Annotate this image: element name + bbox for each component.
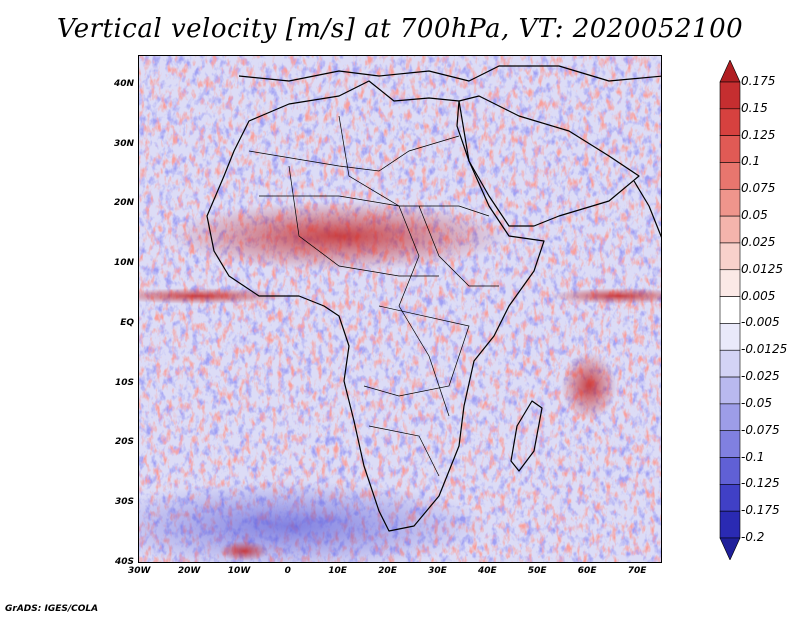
colorbar-swatch [719, 81, 741, 110]
colorbar-swatch [719, 60, 741, 83]
madagascar-coastline [510, 400, 543, 472]
colorbar-label: 0.1 [741, 154, 761, 169]
lon-tick-label: 40E [477, 566, 497, 576]
lon-tick-label: 10W [227, 566, 251, 576]
colorbar-swatch [719, 269, 741, 297]
africa-coastline [206, 80, 545, 532]
colorbar-swatch [719, 537, 741, 560]
lon-tick-label: 20E [378, 566, 397, 576]
lat-tick-label: 40N [113, 78, 134, 89]
vertical-velocity-field [139, 56, 661, 562]
colorbar-label: 0.125 [741, 127, 776, 142]
colorbar-swatch [719, 296, 741, 324]
colorbar [719, 60, 741, 560]
colorbar-swatch [719, 376, 741, 405]
colorbar-swatch [719, 510, 741, 539]
noise-field [139, 56, 661, 562]
map-panel [138, 55, 662, 563]
lon-tick-label: 50E [527, 566, 547, 576]
colorbar-swatch [719, 323, 741, 351]
colorbar-label: -0.0125 [741, 342, 788, 357]
colorbar-label: -0.075 [741, 422, 780, 437]
southern-ocean-descent [139, 481, 489, 562]
map-title: Vertical velocity [m/s] at 700hPa, VT: 2… [56, 14, 744, 44]
lat-tick-label: 30S [114, 497, 134, 508]
colorbar-label: 0.05 [741, 208, 768, 223]
colorbar-label: -0.05 [741, 395, 773, 410]
lat-tick-label: 10N [113, 258, 134, 269]
colorbar-label: -0.2 [741, 530, 765, 544]
lon-tick-label: 0 [284, 566, 291, 576]
colorbar-swatch [719, 108, 741, 136]
lat-tick-label: 20S [114, 437, 134, 448]
lat-tick-label: 20N [113, 198, 134, 209]
lon-tick-label: 10E [328, 566, 347, 576]
colorbar-label: 0.0125 [741, 261, 783, 276]
south-atlantic-front [219, 541, 269, 561]
lon-tick-label: 30E [428, 566, 447, 576]
colorbar-label: -0.175 [741, 503, 780, 518]
colorbar-label: 0.005 [741, 288, 776, 303]
colorbar-label: 0.15 [741, 100, 768, 115]
colorbar-swatch [719, 484, 741, 512]
footer-credit: GrADS: IGES/COLA [5, 604, 99, 614]
lat-tick-label: 40S [114, 557, 134, 567]
country-borders [248, 115, 499, 477]
arabia-coastline [458, 95, 640, 227]
colorbar-label: -0.125 [741, 476, 780, 491]
colorbar-swatch [719, 457, 741, 485]
cyclone-feature [561, 352, 617, 420]
lat-tick-label: EQ [120, 317, 134, 328]
lat-tick-label: 10S [114, 377, 134, 388]
colorbar-label: 0.025 [741, 234, 776, 249]
colorbar-label: 0.075 [741, 181, 776, 196]
colorbar-swatch [719, 135, 741, 163]
lon-tick-label: 30W [128, 566, 151, 576]
colorbar-swatch [719, 403, 741, 432]
colorbar-swatch [719, 162, 741, 190]
colorbar-swatch [719, 215, 741, 244]
europe-coastline [238, 65, 661, 82]
itcz-indian [549, 288, 661, 304]
coastlines [206, 65, 661, 532]
lon-tick-label: 70E [627, 566, 647, 576]
colorbar-label: 0.175 [741, 74, 776, 88]
colorbar-label: -0.025 [741, 369, 780, 384]
lon-tick-label: 20W [177, 566, 201, 576]
colorbar-label: -0.1 [741, 449, 765, 464]
itcz-atlantic [139, 288, 289, 304]
india-coastline [633, 180, 661, 238]
colorbar-swatch [719, 188, 741, 217]
colorbar-swatch [719, 430, 741, 458]
colorbar-swatch [719, 349, 741, 378]
colorbar-swatch [719, 242, 741, 271]
lat-tick-label: 30N [113, 138, 134, 149]
lon-tick-label: 60E [577, 566, 597, 576]
colorbar-label: -0.005 [741, 315, 780, 330]
